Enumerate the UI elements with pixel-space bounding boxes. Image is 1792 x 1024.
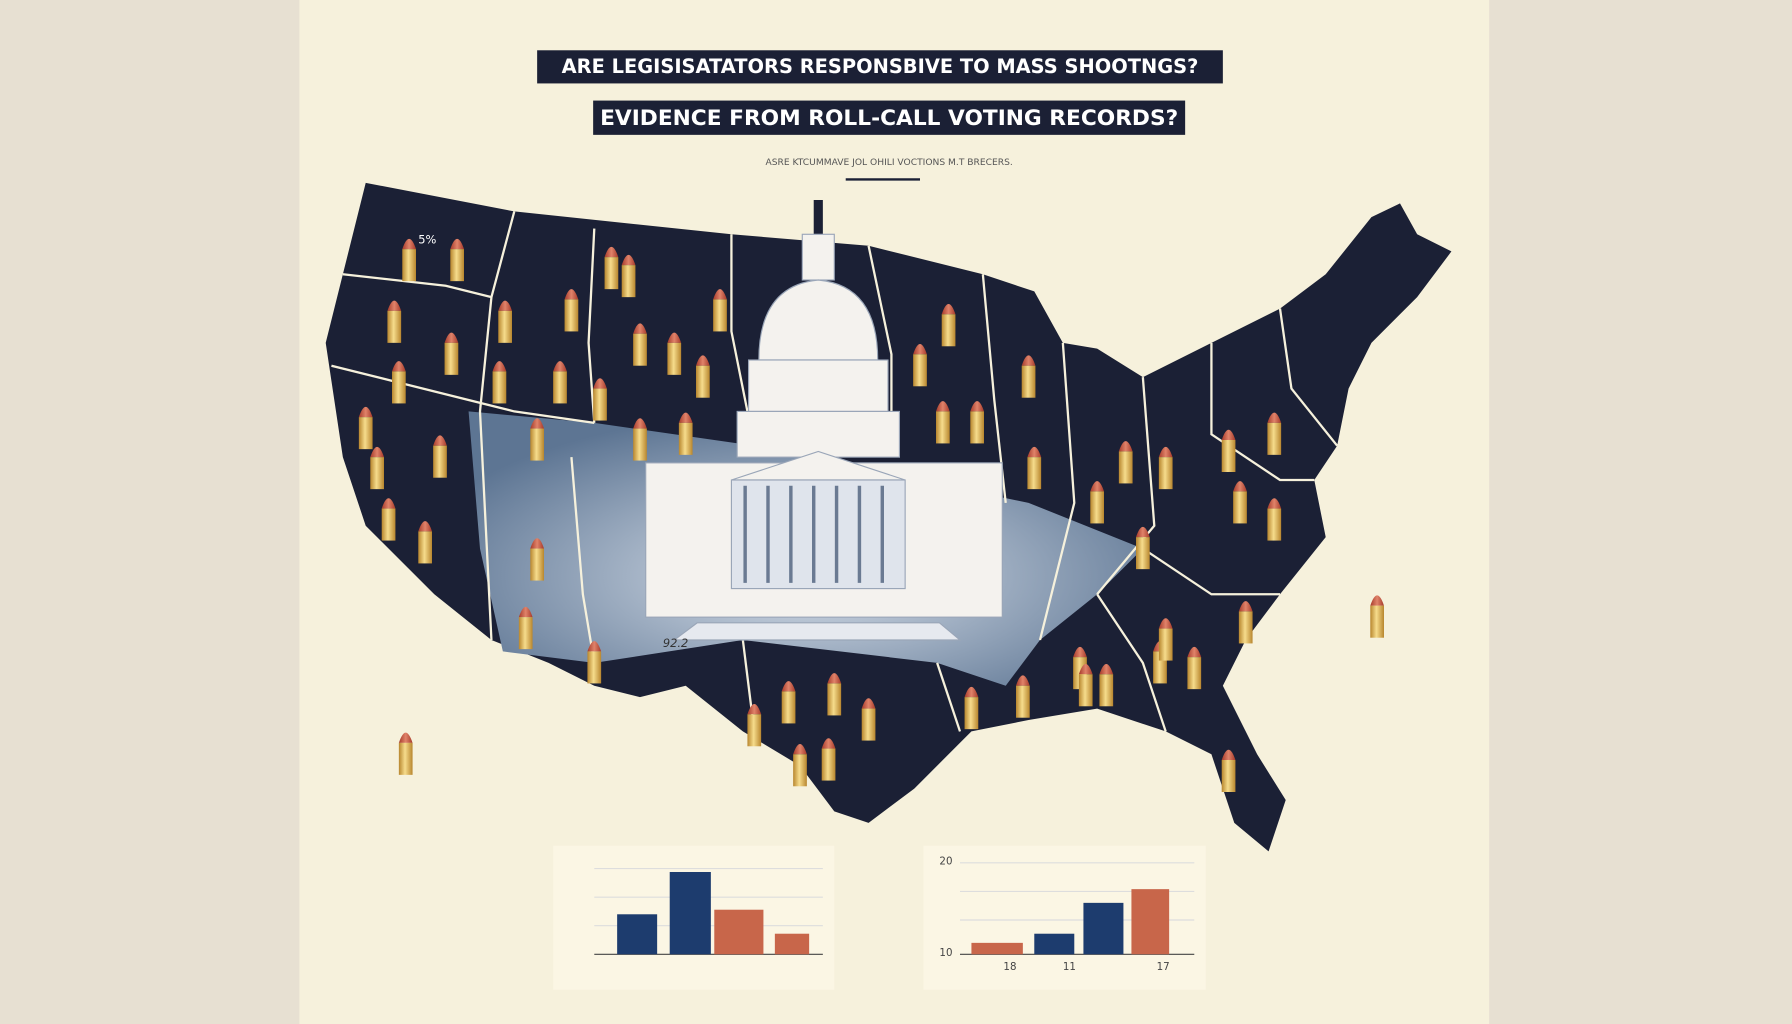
bullet: [553, 361, 567, 404]
bullet: [941, 304, 956, 347]
dome: [758, 279, 879, 361]
bullet: [1158, 446, 1173, 490]
bullet: [621, 254, 636, 298]
bullet: [381, 498, 396, 541]
bar: [774, 933, 810, 955]
x-label: 11: [1063, 961, 1076, 973]
bullet: [1233, 481, 1247, 524]
map-label: 92.2: [663, 636, 688, 650]
bullet: [1021, 355, 1036, 398]
bullet: [1221, 749, 1236, 792]
bar: [1083, 902, 1124, 955]
bullet: [964, 686, 979, 730]
bullet: [713, 289, 727, 332]
bar: [669, 872, 711, 955]
bullet: [492, 361, 507, 404]
y-label: 20: [939, 856, 952, 868]
drum: [748, 359, 889, 412]
bar: [1131, 889, 1170, 955]
bullet: [1238, 601, 1253, 644]
bullet: [747, 704, 762, 747]
bullet: [444, 332, 459, 375]
bullet: [498, 300, 512, 343]
state-borders: [331, 211, 1339, 732]
bullet: [793, 744, 807, 787]
bullet: [633, 323, 647, 366]
bullet: [1136, 526, 1150, 570]
lantern: [801, 233, 835, 281]
bullet: [587, 641, 602, 684]
bullet: [530, 538, 544, 581]
portico: [730, 479, 906, 590]
bullet: [861, 698, 876, 741]
bullet: [358, 406, 373, 450]
bullet: [450, 238, 464, 282]
bullet: [1027, 446, 1042, 490]
bullet: [433, 435, 447, 478]
drum-base: [736, 410, 900, 458]
bullet: [530, 418, 544, 461]
bullet: [1016, 675, 1030, 718]
bullet: [678, 412, 693, 455]
bullet: [936, 401, 950, 444]
bullet: [781, 681, 796, 724]
bullets: [358, 238, 1384, 792]
x-label: 18: [1003, 961, 1016, 973]
bar: [971, 942, 1023, 955]
bullet: [970, 401, 984, 444]
bullet: [696, 355, 710, 398]
bullet: [827, 673, 842, 716]
subtitle: EVIDENCE FROM ROLL-CALL VOTING RECORDS?: [600, 106, 1178, 131]
y-label: 10: [939, 947, 952, 959]
subtitle-bar: [593, 100, 1186, 135]
bullet: [821, 738, 836, 781]
bullet: [518, 606, 533, 650]
bar: [714, 909, 764, 955]
bullet: [593, 378, 607, 421]
statue: [813, 200, 823, 235]
bullet: [1099, 664, 1114, 707]
capitol: [645, 200, 1003, 641]
chart-right: 20 10 18 11 17: [923, 845, 1206, 990]
map-label: 5%: [418, 232, 436, 246]
chart-left: [553, 845, 835, 990]
bullet: [1221, 429, 1236, 472]
bullet: [1267, 498, 1282, 541]
bullet: [392, 361, 406, 404]
caption: ASRE KTCUMMAVE JOL OHILI VOCTIONS M.T BR…: [765, 158, 1012, 168]
bar: [617, 914, 658, 955]
bullet: [1118, 441, 1133, 484]
title: ARE LEGISISATATORS RESPONSBIVE TO MASS S…: [562, 55, 1199, 78]
bullet: [1158, 618, 1173, 661]
bullet: [418, 521, 432, 564]
bullet: [402, 238, 416, 282]
bullet: [667, 332, 682, 375]
bullet: [564, 289, 579, 332]
bullet: [398, 732, 413, 775]
title-bar: [537, 50, 1223, 84]
bullet: [1187, 646, 1202, 690]
bullet: [1370, 595, 1384, 638]
bullet: [633, 418, 647, 461]
bullet: [604, 246, 619, 290]
bullet: [387, 300, 402, 343]
bullet: [1078, 664, 1093, 707]
x-label: 17: [1157, 961, 1170, 973]
bullet: [370, 446, 384, 490]
bullet: [1267, 412, 1282, 455]
bullet: [913, 344, 927, 387]
steps: [672, 622, 962, 641]
bar: [1034, 933, 1075, 955]
bullet: [1090, 481, 1104, 524]
